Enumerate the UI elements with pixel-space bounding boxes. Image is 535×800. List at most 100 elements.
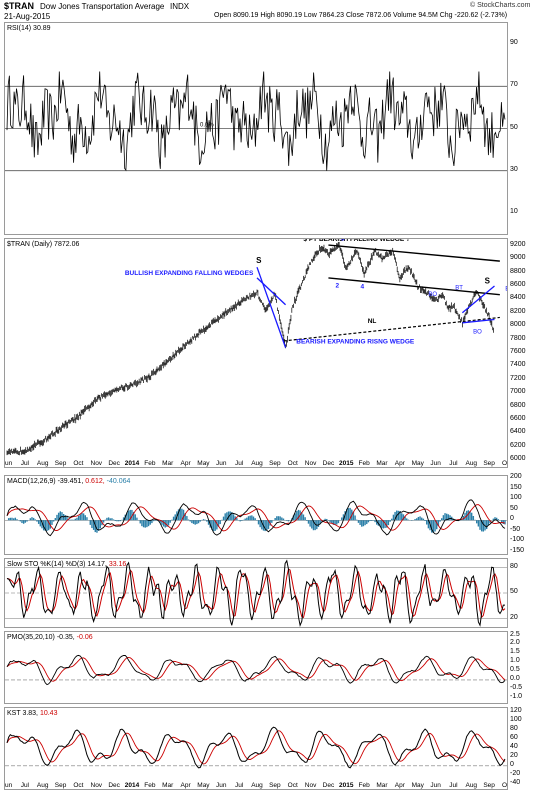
price-xtick-label: Jul <box>449 460 458 467</box>
kst-xtick-label: Nov <box>305 782 317 789</box>
rsi-ytick-label: 70 <box>510 81 518 89</box>
kst-xtick-label: Jul <box>21 782 30 789</box>
macd-signal-line <box>6 504 506 532</box>
kst-xtick-label: Dec <box>323 782 335 789</box>
price-ytick-label: 9200 <box>510 240 526 248</box>
kst-ytick-label: 20 <box>510 751 518 759</box>
macd-ytick-label: -150 <box>510 546 525 554</box>
bull-wedge-line-1 <box>256 266 287 348</box>
kst-xtick-label: Dec <box>108 782 120 789</box>
price-xtick-label: Aug <box>37 460 49 467</box>
kst-legend-value: 10.43 <box>39 710 58 717</box>
price-ytick-label: 8600 <box>510 280 526 288</box>
kst-xtick-label: Jun <box>216 782 227 789</box>
sto-d-line <box>6 568 506 619</box>
price-xtick-label: Feb <box>359 460 371 467</box>
pmo-panel <box>4 631 508 704</box>
price-xtick-label: Sep <box>269 460 281 467</box>
price-xtick-label: Mar <box>376 460 388 467</box>
kst-ytick-label: 120 <box>510 707 522 715</box>
macd-panel <box>4 475 508 555</box>
rsi-legend: RSI(14) 30.89 <box>7 25 51 32</box>
sto-ytick-label: 20 <box>510 613 518 621</box>
kst-xtick-label: Aug <box>37 782 49 789</box>
price-ytick-label: 7000 <box>510 388 526 396</box>
price-xtick-label: Jun <box>5 460 13 467</box>
ticker-name: Dow Jones Transportation Average <box>40 2 165 11</box>
rsi-ytick-label: 30 <box>510 165 518 173</box>
price-ytick-label: 7600 <box>510 348 526 355</box>
price-xtick-label: Oct <box>73 460 83 467</box>
price-ytick-label: 8800 <box>510 267 526 275</box>
kst-ytick-label: 60 <box>510 734 518 742</box>
price-ytick-label: 7400 <box>510 361 526 369</box>
price-annotation: $ PT BEARISH FALLING WEDGE ? <box>303 239 410 243</box>
price-xtick-label: Aug <box>251 460 263 467</box>
kst-xtick-label: Aug <box>465 782 477 789</box>
sto-ytick-label: 50 <box>510 588 518 595</box>
kst-xtick-label: Jul <box>235 782 244 789</box>
bull-wedge-line-2 <box>256 277 287 306</box>
price-ytick-label: 6400 <box>510 428 526 436</box>
wedge-upper-line <box>328 244 500 262</box>
macd-ytick-label: 50 <box>510 504 518 512</box>
price-annotation: NL <box>368 318 377 325</box>
rsi-panel: 0.0% <box>4 22 508 235</box>
price-ytick-label: 8400 <box>510 294 526 302</box>
pmo-line <box>6 654 506 686</box>
price-xtick-label: May <box>197 460 210 467</box>
price-bars <box>6 241 494 456</box>
kst-legend-value: 3.83, <box>22 710 40 717</box>
price-xtick-label: Jun <box>430 460 441 467</box>
price-xtick-label: May <box>412 460 425 467</box>
price-ytick-label: 7800 <box>510 334 526 342</box>
kst-xtick-label: Jul <box>449 782 458 789</box>
price-ytick-label: 8200 <box>510 307 526 315</box>
price-xtick-label: Nov <box>91 460 103 467</box>
kst-signal-line <box>6 730 506 765</box>
price-annotation: BT <box>455 285 463 291</box>
sto-legend: Slow STO %K(14) %D(3) 14.17, 33.16 <box>7 561 126 568</box>
price-ytick-label: 6800 <box>510 401 526 409</box>
price-xtick-label: Jun <box>216 460 227 467</box>
pmo-ytick-label: 1.5 <box>510 648 520 656</box>
bear-wedge-line-1 <box>462 318 495 324</box>
rsi-ytick-label: 10 <box>510 207 518 215</box>
price-annotation: S <box>256 256 262 265</box>
rsi-ytick-label: 50 <box>510 123 518 131</box>
pmo-ytick-label: -1.0 <box>510 692 523 700</box>
pmo-legend-value: -0.06 <box>76 634 93 641</box>
macd-legend-value: -40.064 <box>106 478 131 485</box>
kst-xtick-label: Mar <box>376 782 388 789</box>
kst-xtick-label: Feb <box>359 782 371 789</box>
kst-ytick-label: 40 <box>510 743 518 751</box>
price-xtick-label: Dec <box>323 460 335 467</box>
kst-xtick-label: 2015 <box>339 782 354 789</box>
price-annotation: BULLISH EXPANDING FALLING WEDGES <box>125 270 254 277</box>
sto-svg <box>5 559 507 627</box>
price-xtick-label: 2014 <box>125 460 140 467</box>
kst-ytick-label: -20 <box>510 769 521 777</box>
kst-legend: KST 3.83, 10.43 <box>7 710 57 717</box>
price-xtick-label: Feb <box>144 460 156 467</box>
kst-svg: Jun Jul Aug Sep Oct Nov Dec 2014 Feb Mar Apr May Jun… <box>5 726 507 789</box>
kst-panel: Jun Jul Aug Sep Oct Nov Dec 2014 Feb Mar Apr May Jun… <box>4 707 508 790</box>
kst-xtick-label: Nov <box>91 782 103 789</box>
macd-svg <box>5 499 507 537</box>
kst-xtick-label: Oct <box>288 782 298 789</box>
kst-ytick-label: 80 <box>510 725 518 733</box>
ticker-symbol: $TRAN <box>4 1 35 11</box>
price-annotation: 4 <box>361 284 365 291</box>
exchange: INDX <box>170 2 190 11</box>
macd-ytick-label: -50 <box>510 525 521 533</box>
wedge-lower-line <box>328 277 500 296</box>
sto-k-line <box>6 559 505 627</box>
macd-ytick-label: -100 <box>510 536 525 544</box>
chart-date: 21-Aug-2015 <box>4 12 51 21</box>
price-xtick-label: Dec <box>108 460 120 467</box>
pmo-ytick-label: 0.5 <box>510 666 520 674</box>
kst-xtick-label: Mar <box>162 782 174 789</box>
pmo-signal-line <box>6 656 506 682</box>
rsi-line <box>6 71 506 172</box>
macd-line <box>6 499 506 537</box>
